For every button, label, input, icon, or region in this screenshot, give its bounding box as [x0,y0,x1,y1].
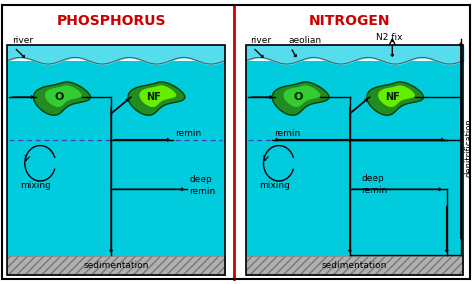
Text: aeolian: aeolian [288,36,321,45]
Text: deep
remin: deep remin [189,176,215,195]
Bar [246,256,463,275]
Polygon shape [283,85,320,107]
Text: NF: NF [146,92,161,102]
Polygon shape [367,82,423,115]
Text: mixing: mixing [20,181,51,190]
Text: river: river [250,36,272,45]
Bar [7,256,225,275]
Text: PHOSPHORUS: PHOSPHORUS [56,14,166,28]
Text: sedimentation: sedimentation [322,261,387,270]
Bar [246,256,463,275]
Polygon shape [272,82,329,115]
Text: remin: remin [274,129,301,138]
Polygon shape [128,82,185,115]
Bar [7,45,225,275]
Polygon shape [45,85,82,107]
Bar [7,256,225,275]
Polygon shape [34,82,90,115]
Text: deep
remin: deep remin [362,174,388,195]
Bar [7,45,225,61]
Text: O: O [55,92,64,102]
Polygon shape [139,85,176,107]
Text: remin: remin [175,129,201,138]
Text: river: river [12,36,33,45]
Text: sedimentation: sedimentation [83,261,148,270]
Bar [7,61,225,256]
Bar [246,45,463,61]
Text: mixing: mixing [259,181,290,190]
Bar [246,45,463,275]
Text: NF: NF [385,92,400,102]
Text: NITROGEN: NITROGEN [309,14,391,28]
Polygon shape [378,85,415,107]
Text: N2 fix: N2 fix [376,34,402,42]
Bar [246,61,463,256]
Text: O: O [293,92,302,102]
Text: denitrification: denitrification [465,118,474,177]
